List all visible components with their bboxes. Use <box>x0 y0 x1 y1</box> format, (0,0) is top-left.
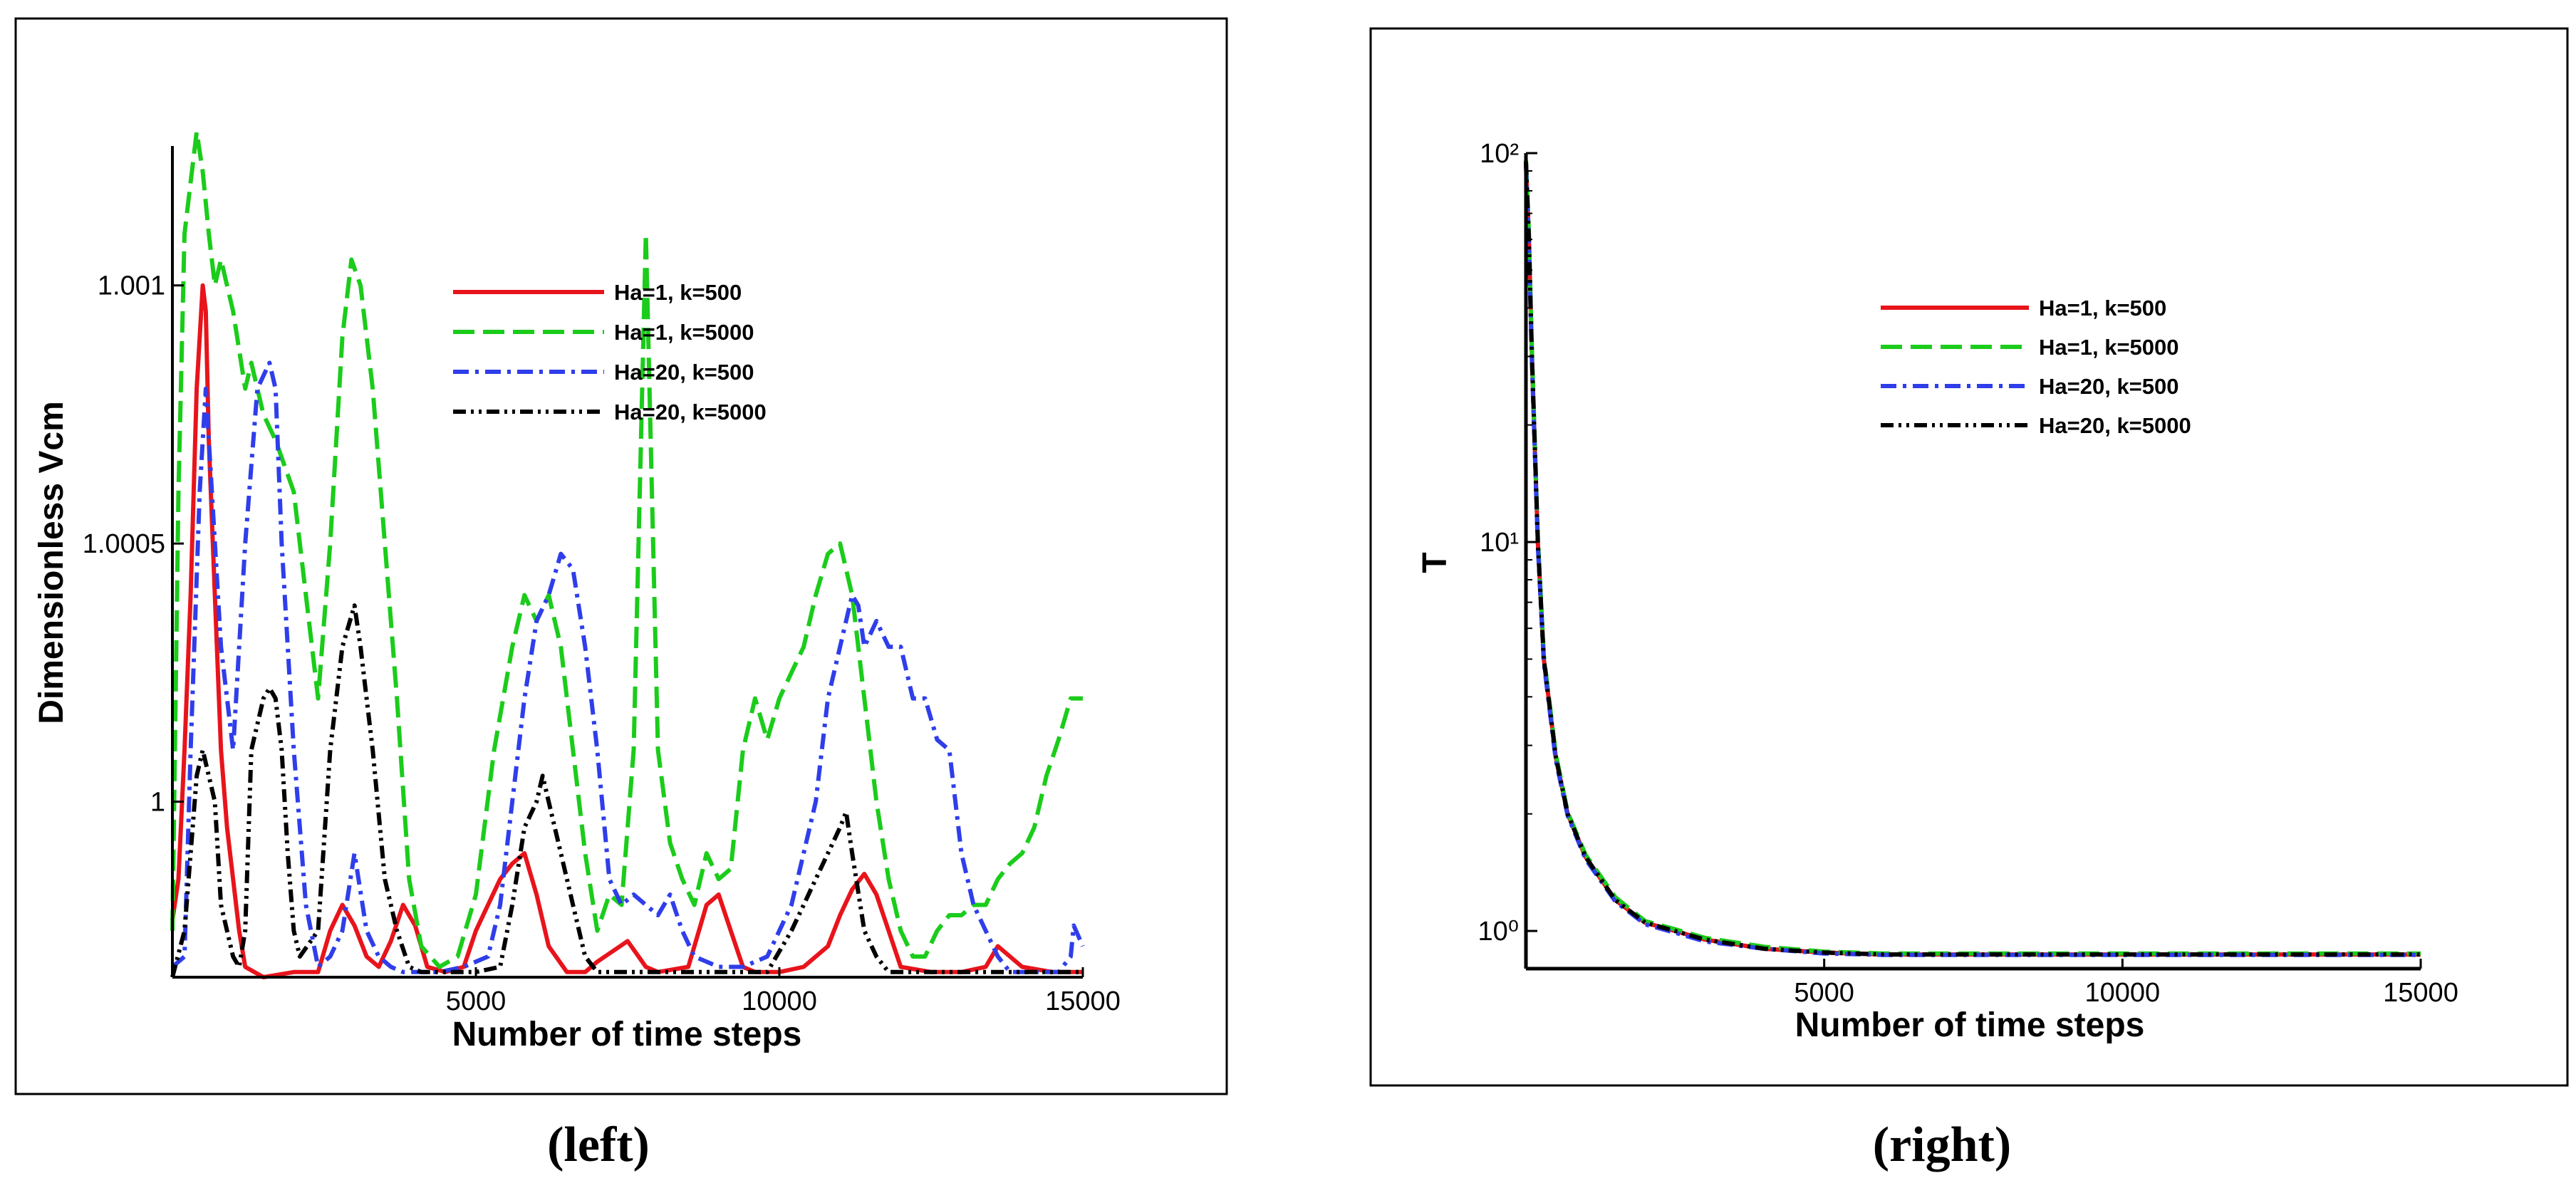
right-legend-label: Ha=1, k=5000 <box>2039 335 2179 360</box>
left-ticks-group: 5000 10000 15000 1 1.0005 1.001 <box>83 271 1121 1016</box>
right-series-line-1 <box>1524 162 2421 957</box>
left-x-tick-label: 10000 <box>742 986 817 1016</box>
right-series-line-3 <box>1524 163 2421 957</box>
left-y-tick-label: 1 <box>150 788 165 818</box>
left-y-tick-label: 1.001 <box>98 271 165 301</box>
left-series-group <box>170 130 1085 979</box>
left-series-line-3 <box>171 360 1085 974</box>
right-ticks-group: 5000 10000 15000 10⁰ 10¹ 10² <box>1477 139 2458 1008</box>
right-y-tick-label: 10² <box>1480 139 1519 169</box>
right-y-tick-label: 10¹ <box>1480 528 1519 558</box>
left-series-line-2 <box>170 130 1083 969</box>
left-legend-label: Ha=1, k=5000 <box>614 320 754 345</box>
left-caption: (left) <box>547 1118 650 1172</box>
left-y-axis-label: Dimensionless Vcm <box>33 401 71 724</box>
left-y-tick-label: 1.0005 <box>83 529 165 559</box>
right-x-axis-label: Number of time steps <box>1795 1006 2145 1044</box>
left-series-line-4 <box>170 603 1083 978</box>
right-x-tick-label: 5000 <box>1794 978 1854 1008</box>
right-series-line-2 <box>1524 160 2421 956</box>
left-x-tick-label: 5000 <box>446 986 507 1016</box>
left-legend-label: Ha=20, k=500 <box>614 360 754 385</box>
right-legend-label: Ha=20, k=500 <box>2039 374 2179 399</box>
left-legend: Ha=1, k=500 Ha=1, k=5000 Ha=20, k=500 Ha=20… <box>453 280 767 424</box>
left-legend-label: Ha=20, k=5000 <box>614 400 767 424</box>
left-panel: 5000 10000 15000 1 1.0005 1.001 Number of tim… <box>14 17 1228 1095</box>
right-series-line-4 <box>1524 162 2421 957</box>
right-series-group <box>1524 160 2421 957</box>
left-x-axis-label: Number of time steps <box>452 1016 802 1053</box>
right-x-tick-label: 10000 <box>2084 978 2160 1008</box>
right-x-tick-label: 15000 <box>2383 978 2458 1008</box>
right-panel: 5000 10000 15000 10⁰ 10¹ 10² Number of time s… <box>1369 27 2569 1087</box>
left-x-tick-label: 15000 <box>1045 986 1121 1016</box>
right-legend-label: Ha=20, k=5000 <box>2039 413 2191 438</box>
left-legend-label: Ha=1, k=500 <box>614 280 742 305</box>
right-caption: (right) <box>1873 1118 2011 1172</box>
left-panel-frame <box>14 17 1228 1095</box>
right-panel-frame <box>1369 27 2569 1087</box>
right-y-axis-label: T <box>1416 552 1454 573</box>
right-legend: Ha=1, k=500 Ha=1, k=5000 Ha=20, k=500 Ha=20… <box>1881 296 2191 438</box>
right-y-tick-label: 10⁰ <box>1477 917 1519 947</box>
right-legend-label: Ha=1, k=500 <box>2039 296 2166 321</box>
